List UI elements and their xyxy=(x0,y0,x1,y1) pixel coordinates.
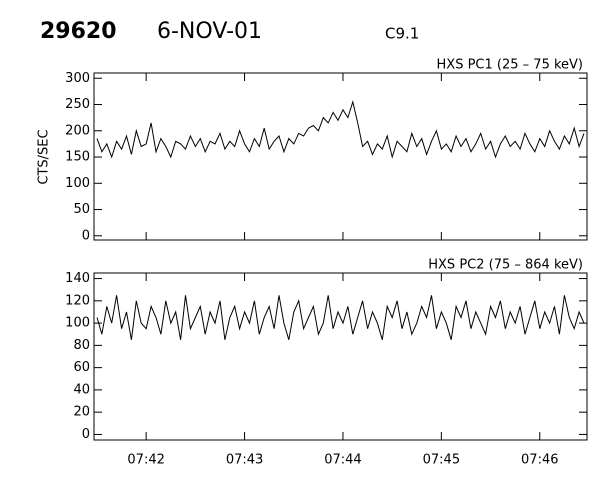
date: 6-NOV-01 xyxy=(157,19,262,44)
y-tick-label: 300 xyxy=(65,71,90,86)
y-tick-label: 20 xyxy=(73,405,90,420)
panel-label: HXS PC2 (75 – 864 keV) xyxy=(428,258,583,273)
y-tick-label: 120 xyxy=(65,293,90,308)
y-tick-label: 80 xyxy=(73,338,90,353)
y-tick-label: 100 xyxy=(65,316,90,331)
x-tick-label: 07:45 xyxy=(423,453,460,468)
x-tick-label: 07:46 xyxy=(521,453,558,468)
y-tick-label: 40 xyxy=(73,382,90,397)
y-tick-label: 0 xyxy=(82,427,90,442)
plot-frame xyxy=(93,72,588,241)
y-tick-label: 200 xyxy=(65,123,90,138)
y-tick-label: 250 xyxy=(65,97,90,112)
y-tick-label: 100 xyxy=(65,176,90,191)
count-rate-line xyxy=(96,99,585,159)
y-tick-label: 0 xyxy=(82,228,90,243)
y-axis-label: CTS/SEC xyxy=(37,129,52,184)
y-tick-label: 50 xyxy=(73,202,90,217)
flare-class: C9.1 xyxy=(385,25,419,43)
y-tick-label: 150 xyxy=(65,150,90,165)
y-tick-label: 140 xyxy=(65,271,90,286)
x-tick-label: 07:43 xyxy=(226,453,263,468)
count-rate-line xyxy=(96,295,585,340)
x-tick-label: 07:42 xyxy=(127,453,164,468)
panel-label: HXS PC1 (25 – 75 keV) xyxy=(437,58,583,73)
x-tick-label: 07:44 xyxy=(324,453,361,468)
orbit-number: 29620 xyxy=(40,19,117,44)
plot-frame xyxy=(93,272,588,441)
y-tick-label: 60 xyxy=(73,360,90,375)
